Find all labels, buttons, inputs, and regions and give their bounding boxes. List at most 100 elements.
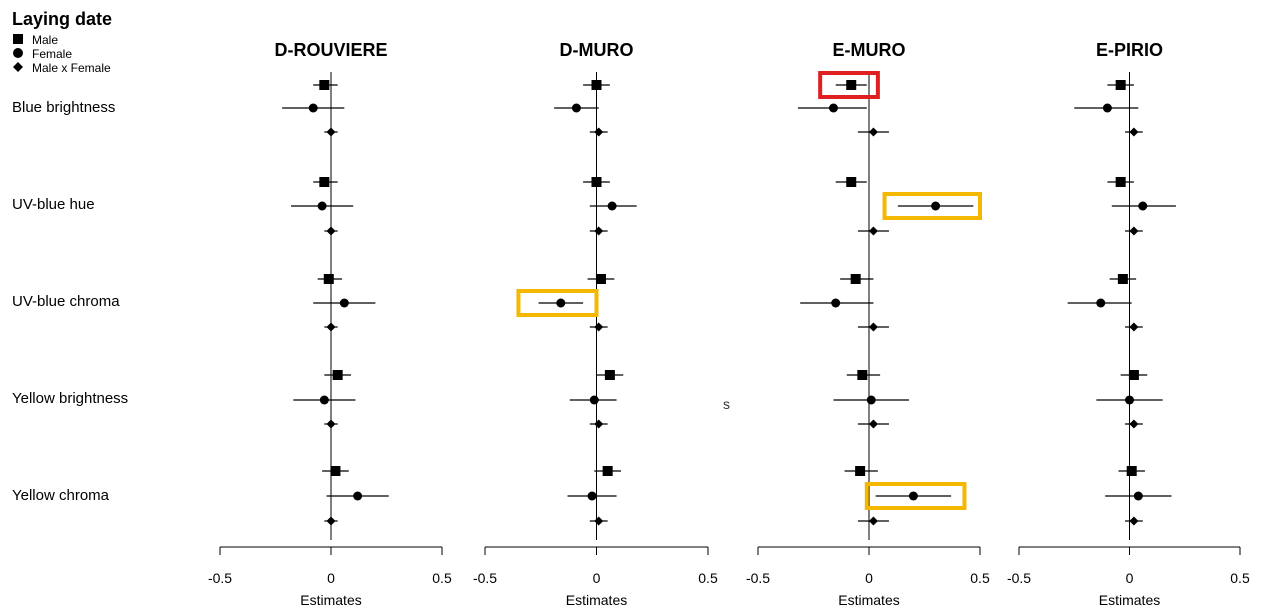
male-point (323, 274, 334, 284)
panel-title: E-MURO (833, 40, 906, 60)
legend-label-female: Female (32, 47, 73, 61)
interaction-point (1129, 516, 1139, 526)
female-point (931, 201, 941, 211)
male-point (332, 370, 343, 380)
female-point (353, 491, 363, 501)
circle-icon (12, 47, 32, 62)
female-point (339, 298, 349, 308)
female-point (908, 491, 918, 501)
female-point (828, 103, 838, 113)
interaction-point (868, 226, 878, 236)
female-point (1138, 201, 1148, 211)
diamond-icon (12, 61, 32, 76)
interaction-point (868, 322, 878, 332)
male-point (319, 80, 330, 90)
highlight-box (882, 192, 982, 220)
interaction-point (594, 516, 604, 526)
interaction-point (594, 419, 604, 429)
x-tick-label: 0.5 (432, 570, 452, 586)
interaction-point (594, 322, 604, 332)
x-tick-label: -0.5 (746, 570, 770, 586)
female-point (589, 395, 599, 405)
row-label: Blue brightness (12, 99, 115, 116)
male-point (1115, 80, 1126, 90)
male-point (1115, 177, 1126, 187)
highlight-box (864, 482, 967, 510)
row-label: UV-blue hue (12, 196, 95, 213)
x-tick-label: -0.5 (1007, 570, 1031, 586)
female-point (607, 201, 617, 211)
x-tick-label: 0 (327, 570, 335, 586)
legend-item-male: Male (12, 33, 111, 47)
interaction-point (326, 516, 336, 526)
male-point (319, 177, 330, 187)
stray-text: s (723, 396, 730, 412)
legend: Male Female Male x Female (12, 33, 111, 75)
male-point (1117, 274, 1128, 284)
male-point (604, 370, 615, 380)
x-axis-label: Estimates (300, 592, 361, 608)
interaction-point (1129, 419, 1139, 429)
interaction-point (326, 322, 336, 332)
x-axis-label: Estimates (566, 592, 627, 608)
x-tick-label: 0 (1126, 570, 1134, 586)
male-point (330, 466, 341, 476)
interaction-point (868, 516, 878, 526)
interaction-point (326, 419, 336, 429)
x-tick-label: -0.5 (208, 570, 232, 586)
interaction-point (326, 226, 336, 236)
male-point (591, 80, 602, 90)
female-point (1133, 491, 1143, 501)
interaction-point (868, 127, 878, 137)
female-point (319, 395, 329, 405)
male-point (1126, 466, 1137, 476)
interaction-point (594, 226, 604, 236)
male-point (591, 177, 602, 187)
female-point (587, 491, 597, 501)
row-label: Yellow brightness (12, 390, 128, 407)
male-point (602, 466, 613, 476)
x-tick-label: 0.5 (970, 570, 990, 586)
female-point (317, 201, 327, 211)
legend-label-male: Male (32, 33, 59, 47)
interaction-point (1129, 127, 1139, 137)
panel-title: E-PIRIO (1096, 40, 1163, 60)
highlight-box (818, 71, 880, 99)
x-axis-label: Estimates (1099, 592, 1160, 608)
male-point (595, 274, 606, 284)
interaction-point (868, 419, 878, 429)
female-point (831, 298, 841, 308)
male-point (846, 80, 857, 90)
male-point (850, 274, 861, 284)
x-axis-label: Estimates (838, 592, 899, 608)
male-point (1128, 370, 1139, 380)
x-tick-label: 0.5 (698, 570, 718, 586)
interaction-point (1129, 322, 1139, 332)
x-tick-label: -0.5 (473, 570, 497, 586)
female-point (571, 103, 581, 113)
x-tick-label: 0.5 (1230, 570, 1250, 586)
x-tick-label: 0 (593, 570, 601, 586)
female-point (1102, 103, 1112, 113)
male-point (855, 466, 866, 476)
x-tick-label: 0 (865, 570, 873, 586)
legend-label-interaction: Male x Female (32, 61, 111, 75)
panel-title: D-ROUVIERE (274, 40, 387, 60)
interaction-point (1129, 226, 1139, 236)
panel-title: D-MURO (560, 40, 634, 60)
square-icon (12, 33, 32, 48)
female-point (866, 395, 876, 405)
male-point (846, 177, 857, 187)
female-point (308, 103, 318, 113)
row-label: Yellow chroma (12, 487, 110, 504)
male-point (857, 370, 868, 380)
legend-item-interaction: Male x Female (12, 61, 111, 75)
interaction-point (326, 127, 336, 137)
interaction-point (594, 127, 604, 137)
female-point (556, 298, 566, 308)
row-label: UV-blue chroma (12, 293, 120, 310)
female-point (1096, 298, 1106, 308)
highlight-box (516, 289, 599, 317)
female-point (1125, 395, 1134, 405)
